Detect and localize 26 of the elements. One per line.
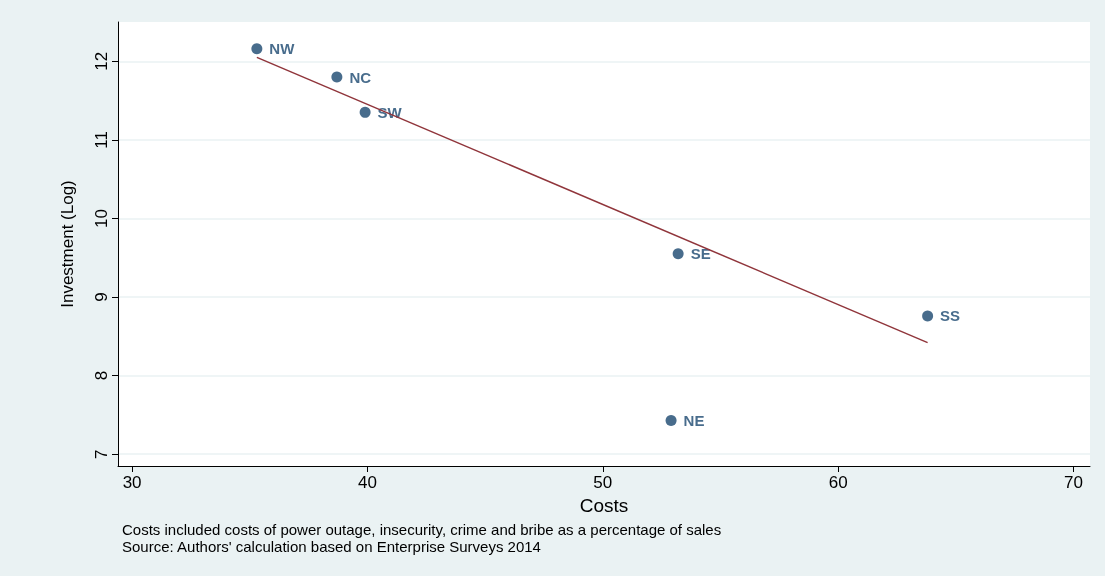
x-tick-label: 30	[122, 473, 142, 492]
x-tick-label: 60	[828, 473, 848, 492]
y-tick-label: 11	[92, 131, 111, 149]
y-tick-label: 9	[92, 292, 111, 302]
x-axis-title: Costs	[579, 494, 629, 516]
point	[672, 248, 684, 260]
data-label: SS	[940, 307, 961, 325]
text: Costs included costs of power outage, insecurity, crime and bribe as a percentage of sales	[122, 521, 722, 538]
x-tick-label: 50	[593, 473, 613, 492]
y-tick-label: 7	[92, 449, 111, 459]
x-tick-label: 40	[358, 473, 377, 492]
data-label: NE	[683, 411, 705, 429]
source-note: Source: Authors' calculation based on Enterprise Surveys 2014	[122, 538, 541, 555]
data-label: SE	[690, 245, 711, 263]
data-label: NC	[349, 68, 372, 86]
point	[922, 310, 934, 322]
point	[251, 43, 263, 55]
point	[665, 414, 677, 426]
data-label: NW	[269, 40, 296, 58]
y-axis-title: Investment (Log)	[58, 180, 77, 308]
point	[331, 71, 343, 83]
y-tick-label: 8	[92, 370, 111, 381]
point	[359, 106, 371, 118]
y-tick-label: 12	[92, 51, 111, 71]
x-tick-label: 70	[1064, 473, 1083, 492]
y-tick-label: 10	[92, 209, 111, 228]
